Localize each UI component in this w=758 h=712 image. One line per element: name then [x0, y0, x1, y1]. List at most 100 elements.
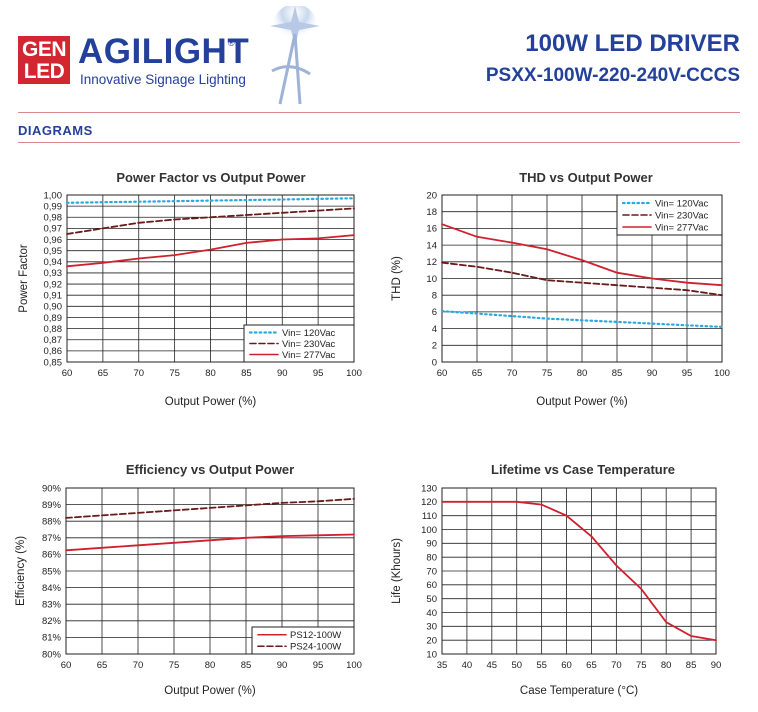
thd-y-tick-label: 10 — [426, 274, 437, 285]
eff-x-tick-label: 75 — [169, 660, 180, 671]
section-label: DIAGRAMS — [18, 123, 93, 138]
pf-y-tick-label: 0,93 — [44, 268, 63, 279]
eff-legend-box — [251, 626, 355, 655]
pf-x-tick-label: 80 — [205, 368, 216, 379]
eff-x-tick-label: 95 — [313, 660, 324, 671]
life-x-tick-label: 45 — [487, 660, 498, 671]
life-y-tick-label: 20 — [426, 635, 437, 646]
thd-x-tick-label: 60 — [437, 368, 448, 379]
thd-x-tick-label: 100 — [714, 368, 730, 379]
pf-legend-label-3: Vin= 277Vac — [282, 350, 336, 361]
pf-legend-label-2: Vin= 230Vac — [282, 339, 336, 350]
pf-x-tick-label: 60 — [62, 368, 73, 379]
life-y-tick-label: 50 — [426, 594, 437, 605]
pf-x-tick-label: 90 — [277, 368, 288, 379]
eff-y-tick-label: 89% — [42, 500, 62, 511]
thd-y-tick-label: 8 — [432, 291, 437, 302]
life-y-tick-label: 80 — [426, 552, 437, 563]
thd-y-tick-label: 0 — [432, 357, 437, 368]
pf-y-tick-label: 0,99 — [44, 201, 63, 212]
eff-x-tick-label: 60 — [61, 660, 72, 671]
brand-logo: GEN LED AGILIGHT ® Innovative Signage Li… — [18, 32, 318, 96]
life-y-tick-label: 30 — [426, 622, 437, 633]
pf-x-tick-label: 70 — [133, 368, 144, 379]
life-y-tick-label: 120 — [421, 497, 437, 508]
pf-y-axis-label: Power Factor — [18, 244, 30, 313]
pf-series-line-1 — [65, 197, 356, 204]
pf-y-tick-label: 0,90 — [44, 302, 63, 313]
eff-y-tick-label: 80% — [42, 649, 62, 660]
pf-y-tick-label: 0,89 — [44, 313, 63, 324]
eff-series-line-2 — [65, 497, 355, 519]
life-x-tick-label: 85 — [686, 660, 697, 671]
pf-chart-title: Power Factor vs Output Power — [116, 170, 305, 185]
life-series-line-1 — [441, 500, 717, 642]
product-title: 100W LED DRIVER — [525, 30, 740, 57]
pf-x-tick-label: 65 — [98, 368, 109, 379]
thd-x-tick-label: 85 — [612, 368, 623, 379]
life-chart-title: Lifetime vs Case Temperature — [491, 462, 675, 477]
pf-series-line-2 — [66, 207, 355, 235]
thd-x-tick-label: 90 — [647, 368, 658, 379]
pf-y-tick-label: 0,96 — [44, 235, 63, 246]
life-y-tick-label: 90 — [426, 539, 437, 550]
pf-y-tick-label: 0,92 — [44, 279, 63, 290]
life-y-tick-label: 40 — [426, 608, 437, 619]
eff-y-tick-label: 86% — [42, 550, 62, 561]
thd-y-tick-label: 12 — [426, 257, 437, 268]
pf-x-tick-label: 75 — [169, 368, 180, 379]
life-y-tick-label: 10 — [426, 649, 437, 660]
pf-x-tick-label: 100 — [346, 368, 362, 379]
genled-badge: GEN LED — [18, 36, 70, 84]
eff-y-tick-label: 88% — [42, 517, 62, 528]
eff-legend-label-1: PS12-100W — [290, 630, 341, 641]
thd-series-line-1 — [440, 310, 724, 328]
eff-y-tick-label: 81% — [42, 633, 62, 644]
thd-x-tick-label: 70 — [507, 368, 518, 379]
eff-chart-title: Efficiency vs Output Power — [126, 462, 294, 477]
life-x-tick-label: 90 — [711, 660, 722, 671]
thd-x-tick-label: 95 — [682, 368, 693, 379]
thd-x-tick-label: 80 — [577, 368, 588, 379]
pf-y-tick-label: 0,95 — [44, 246, 63, 257]
eff-x-tick-label: 100 — [346, 660, 362, 671]
life-y-tick-label: 100 — [421, 525, 437, 536]
badge-line-1: GEN — [21, 38, 67, 61]
eff-x-tick-label: 65 — [97, 660, 108, 671]
eff-y-tick-label: 83% — [42, 600, 62, 611]
life-x-tick-label: 70 — [611, 660, 622, 671]
pf-series-line-3 — [66, 234, 355, 268]
star-logo-icon — [270, 6, 320, 105]
thd-series-line-3 — [441, 223, 723, 287]
life-x-tick-label: 40 — [462, 660, 473, 671]
eff-legend-label-2: PS24-100W — [290, 642, 341, 653]
life-x-tick-label: 35 — [437, 660, 448, 671]
thd-x-axis-label: Output Power (%) — [536, 396, 628, 408]
eff-x-tick-label: 80 — [205, 660, 216, 671]
life-x-tick-label: 60 — [561, 660, 572, 671]
eff-y-tick-label: 85% — [42, 566, 62, 577]
eff-x-tick-label: 85 — [241, 660, 252, 671]
eff-series-line-1 — [65, 533, 355, 552]
thd-y-tick-label: 18 — [426, 207, 437, 218]
brand-name: AGILIGHT — [78, 32, 250, 71]
pf-legend-label-1: Vin= 120Vac — [282, 328, 336, 339]
eff-y-axis-label: Efficiency (%) — [15, 536, 27, 606]
thd-chart-title: THD vs Output Power — [519, 170, 653, 185]
thd-y-axis-label: THD (%) — [391, 256, 403, 301]
thd-series-line-2 — [441, 261, 723, 297]
product-model: PSXX-100W-220-240V-CCCS — [485, 65, 740, 86]
pf-x-tick-label: 95 — [313, 368, 324, 379]
thd-y-tick-label: 14 — [426, 240, 437, 251]
pf-y-tick-label: 1,00 — [44, 190, 63, 201]
thd-y-tick-label: 16 — [426, 224, 437, 235]
pf-y-tick-label: 0,85 — [44, 357, 63, 368]
section-divider — [18, 142, 740, 143]
life-y-axis-label: Life (Khours) — [391, 538, 403, 604]
life-x-tick-label: 65 — [586, 660, 597, 671]
eff-x-axis-label: Output Power (%) — [164, 685, 256, 697]
life-y-tick-label: 70 — [426, 566, 437, 577]
life-y-tick-label: 130 — [421, 483, 437, 494]
life-x-tick-label: 55 — [536, 660, 547, 671]
